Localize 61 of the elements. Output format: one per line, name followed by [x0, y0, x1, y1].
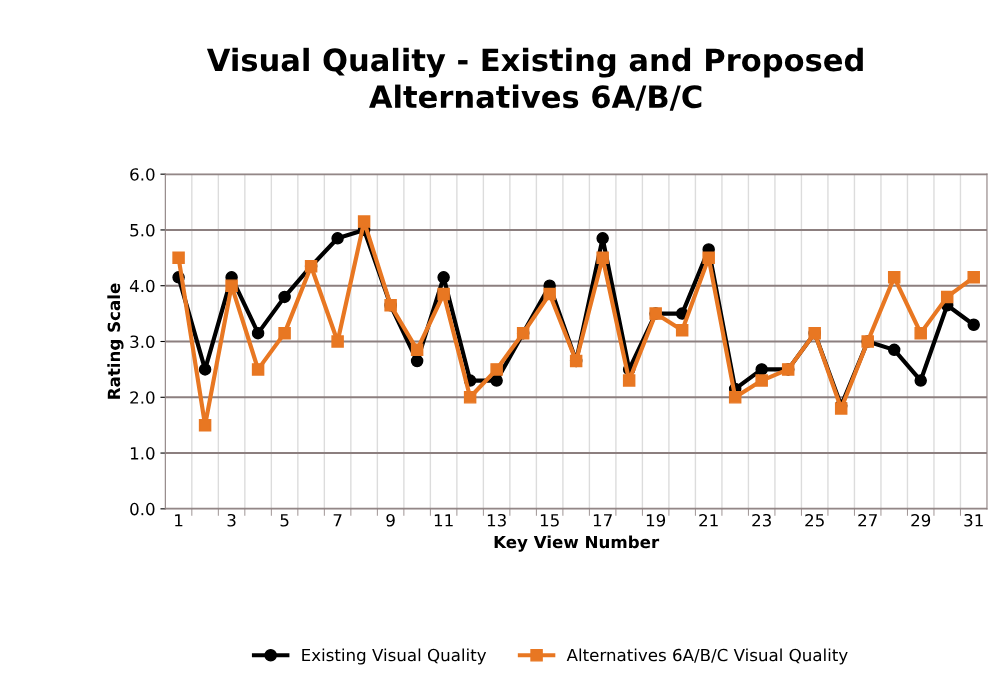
point [596, 251, 609, 265]
x-tick-label: 15 [540, 514, 559, 527]
y-tick-label: 2.0 [130, 391, 155, 404]
y-tick-label: 5.0 [130, 223, 155, 237]
point [967, 318, 980, 332]
point [490, 363, 503, 376]
y-tick-label: 6.0 [130, 168, 155, 181]
point [887, 271, 901, 284]
point [251, 363, 265, 376]
point [331, 335, 344, 348]
point [410, 343, 424, 357]
x-tick-label: 19 [646, 513, 666, 527]
point [357, 215, 371, 228]
x-tick-label: 9 [386, 513, 395, 527]
y-tick-label: 0.0 [130, 502, 155, 516]
point [940, 290, 954, 304]
y-tick-label: 3.0 [130, 335, 155, 349]
x-tick-label: 13 [487, 513, 506, 527]
y-axis-title: Rating Scale [107, 283, 124, 399]
point [914, 374, 927, 387]
point [463, 391, 477, 404]
x-tick-label: 3 [227, 513, 236, 527]
x-tick-label: 11 [434, 514, 453, 527]
point [251, 326, 265, 340]
point [172, 251, 185, 265]
point [887, 343, 901, 357]
x-tick-label: 25 [805, 513, 824, 527]
point [755, 374, 768, 387]
x-tick-label: 17 [593, 514, 612, 527]
x-tick-label: 29 [911, 513, 931, 527]
point [437, 287, 450, 301]
point [755, 363, 768, 376]
point [543, 287, 556, 301]
point [225, 279, 238, 292]
point [914, 326, 927, 340]
point [278, 326, 291, 340]
point [278, 290, 291, 304]
point [596, 232, 609, 245]
point [410, 354, 424, 368]
x-tick-label: 1 [175, 514, 183, 527]
chart-title: Visual Quality - Existing and Proposed Alternatives 6A/B/C [206, 47, 863, 111]
point [331, 232, 344, 245]
x-axis-title: Key View Number [494, 535, 660, 552]
point [675, 324, 689, 337]
x-tick-label: 27 [858, 513, 877, 527]
legend-label: Existing Visual Quality [302, 648, 487, 665]
point [728, 391, 742, 404]
y-tick-label: 1.0 [130, 447, 155, 460]
point [622, 374, 636, 387]
point [967, 271, 980, 284]
legend-label: Alternatives 6A/B/C Visual Quality [566, 648, 848, 665]
point [198, 363, 212, 376]
y-tick-label: 4.0 [129, 279, 155, 293]
point [198, 418, 212, 432]
x-tick-label: 31 [964, 513, 983, 527]
x-tick-label: 7 [333, 514, 342, 527]
x-tick-label: 5 [280, 514, 289, 527]
x-tick-label: 21 [699, 513, 718, 527]
point [702, 251, 715, 265]
x-tick-label: 23 [752, 513, 771, 527]
point [437, 271, 450, 284]
